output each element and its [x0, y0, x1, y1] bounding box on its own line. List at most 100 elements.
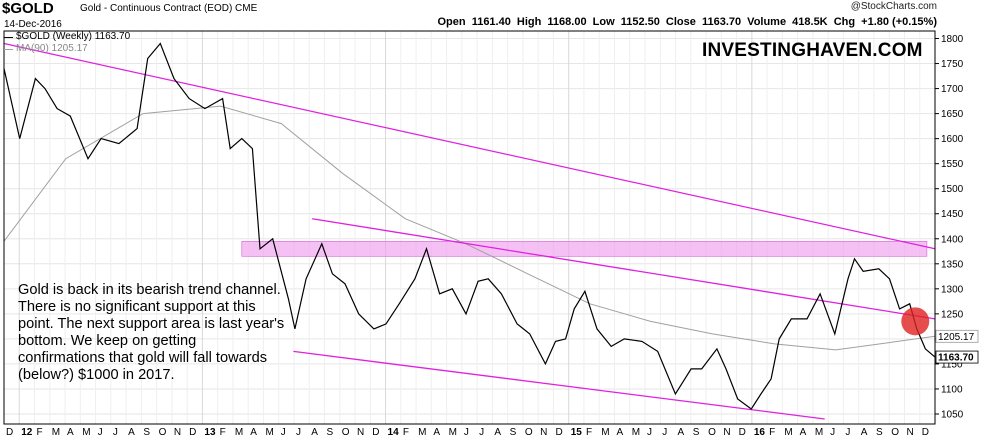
x-tick-label: J	[98, 427, 103, 438]
x-tick-label: 12	[21, 427, 33, 438]
trendline-lower-channel	[293, 350, 825, 420]
x-tick-label: 15	[571, 427, 583, 438]
value-tag-box	[935, 350, 979, 364]
y-tick-label: 1050	[941, 409, 964, 420]
x-tick-label: 13	[204, 427, 216, 438]
chart-grid	[3, 31, 935, 424]
resistance-zone	[241, 240, 928, 257]
trend-lines	[3, 42, 936, 420]
x-tick-label: D	[555, 427, 562, 438]
price-line	[3, 42, 936, 410]
x-tick-label: 14	[388, 427, 400, 438]
low-value: 1152.50	[620, 16, 660, 28]
x-tick-label: A	[311, 427, 318, 438]
x-tick-label: J	[113, 427, 118, 438]
x-tick-label: J	[647, 427, 652, 438]
x-tick-label: A	[616, 427, 623, 438]
x-tick-label: M	[265, 427, 273, 438]
x-tick-label: O	[342, 427, 350, 438]
x-axis-ticks: D 12 F M A M J J A S O N D 13 F M A M J J A S O N D 14 F M A M J J A S O N D…	[6, 427, 929, 438]
x-tick-label: M	[784, 427, 792, 438]
x-tick-label: S	[876, 427, 883, 438]
x-tick-label: A	[861, 427, 868, 438]
x-tick-label: S	[327, 427, 334, 438]
x-tick-label: F	[220, 427, 226, 438]
quote-bar: Open 1161.40 High 1168.00 Low 1152.50 Cl…	[435, 16, 938, 28]
x-tick-label: F	[586, 427, 592, 438]
y-tick-label: 1350	[941, 259, 964, 270]
value-tag-label: 1205.17	[938, 332, 975, 343]
x-tick-label: S	[510, 427, 517, 438]
legend-ma-swatch	[4, 48, 13, 50]
x-tick-label: J	[830, 427, 835, 438]
ma90-line	[3, 105, 936, 351]
x-tick-label: M	[449, 427, 457, 438]
y-tick-label: 1500	[941, 184, 964, 195]
x-tick-label: M	[418, 427, 426, 438]
x-tick-label: J	[479, 427, 484, 438]
x-tick-label: O	[525, 427, 533, 438]
x-tick-label: J	[296, 427, 301, 438]
open-value: 1161.40	[471, 16, 511, 28]
chart-legend: $GOLD (Weekly) 1163.70 MA(90) 1205.17	[4, 31, 130, 55]
y-tick-label: 1600	[941, 134, 964, 145]
value-tag-label: 1163.70	[938, 353, 974, 364]
x-tick-label: M	[235, 427, 243, 438]
x-tick-label: A	[128, 427, 135, 438]
chg-label: Chg	[833, 16, 856, 28]
high-value: 1168.00	[547, 16, 587, 28]
y-tick-label: 1800	[941, 34, 964, 45]
x-tick-label: A	[800, 427, 807, 438]
symbol-description: Gold - Continuous Contract (EOD) CME	[80, 3, 258, 14]
volume-value: 418.5K	[792, 16, 828, 28]
x-tick-label: M	[632, 427, 640, 438]
x-tick-label: A	[250, 427, 257, 438]
chg-value: +1.80 (+0.15%)	[861, 16, 937, 28]
open-label: Open	[437, 16, 466, 28]
x-tick-label: J	[464, 427, 469, 438]
x-tick-label: J	[662, 427, 667, 438]
x-tick-label: M	[52, 427, 60, 438]
x-tick-label: F	[769, 427, 775, 438]
x-tick-label: D	[6, 427, 13, 438]
y-tick-label: 1550	[941, 159, 964, 170]
high-label: High	[516, 16, 542, 28]
y-tick-label: 1300	[941, 284, 964, 295]
y-tick-label: 1100	[941, 384, 963, 395]
x-tick-label: M	[601, 427, 609, 438]
volume-label: Volume	[747, 16, 787, 28]
y-tick-label: 1400	[941, 234, 964, 245]
x-tick-label: O	[891, 427, 899, 438]
stockcharts-copyright: @StockCharts.com	[850, 1, 937, 12]
x-tick-label: M	[815, 427, 823, 438]
x-tick-label: J	[845, 427, 850, 438]
x-tick-label: F	[37, 427, 43, 438]
symbol-label: $GOLD	[2, 0, 54, 17]
x-tick-label: 16	[754, 427, 766, 438]
x-tick-label: S	[143, 427, 150, 438]
close-label: Close	[665, 16, 696, 28]
chart-date: 14-Dec-2016	[4, 19, 62, 30]
y-tick-label: 1750	[941, 59, 964, 70]
x-tick-label: M	[82, 427, 90, 438]
trendline-upper-channel	[3, 42, 936, 250]
x-tick-label: N	[906, 427, 913, 438]
x-tick-label: N	[540, 427, 547, 438]
x-tick-label: A	[67, 427, 74, 438]
y-tick-label: 1150	[941, 359, 963, 370]
y-tick-label: 1250	[941, 309, 964, 320]
x-tick-label: O	[159, 427, 167, 438]
x-tick-label: D	[372, 427, 379, 438]
x-tick-label: N	[174, 427, 181, 438]
close-value: 1163.70	[701, 16, 742, 28]
x-tick-label: J	[281, 427, 286, 438]
x-tick-label: A	[494, 427, 501, 438]
x-tick-label: D	[189, 427, 196, 438]
x-tick-label: S	[693, 427, 700, 438]
x-tick-label: A	[678, 427, 685, 438]
plot-frame	[3, 30, 936, 425]
x-tick-label: O	[708, 427, 716, 438]
x-tick-label: A	[433, 427, 440, 438]
x-tick-label: N	[357, 427, 364, 438]
